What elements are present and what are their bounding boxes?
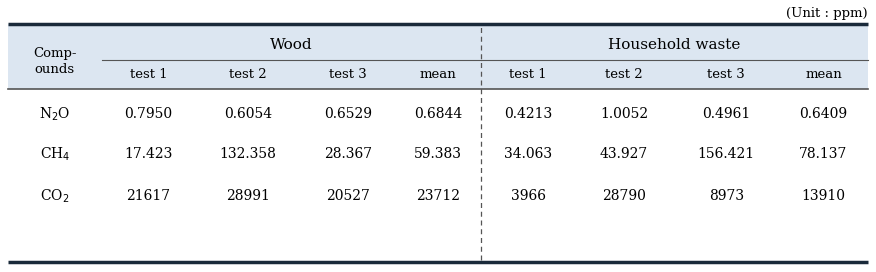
Text: test 3: test 3 bbox=[329, 67, 367, 81]
Text: 132.358: 132.358 bbox=[220, 147, 277, 161]
Text: test 1: test 1 bbox=[130, 67, 167, 81]
Text: 3966: 3966 bbox=[511, 189, 546, 203]
Text: 28991: 28991 bbox=[226, 189, 270, 203]
Text: 17.423: 17.423 bbox=[124, 147, 173, 161]
Text: 156.421: 156.421 bbox=[697, 147, 755, 161]
Text: 0.4213: 0.4213 bbox=[504, 107, 552, 121]
Text: CO$_2$: CO$_2$ bbox=[40, 187, 69, 205]
Text: mean: mean bbox=[420, 67, 456, 81]
Text: 34.063: 34.063 bbox=[504, 147, 552, 161]
Text: 0.6054: 0.6054 bbox=[224, 107, 272, 121]
Text: Comp-
ounds: Comp- ounds bbox=[33, 47, 76, 76]
Text: 28790: 28790 bbox=[602, 189, 646, 203]
Text: CH$_4$: CH$_4$ bbox=[39, 145, 70, 163]
Text: test 1: test 1 bbox=[509, 67, 547, 81]
Text: mean: mean bbox=[805, 67, 842, 81]
Text: N$_2$O: N$_2$O bbox=[39, 105, 71, 123]
Text: 78.137: 78.137 bbox=[800, 147, 848, 161]
Text: Household waste: Household waste bbox=[609, 38, 741, 52]
Text: 20527: 20527 bbox=[326, 189, 370, 203]
Text: test 3: test 3 bbox=[708, 67, 745, 81]
Text: Wood: Wood bbox=[270, 38, 313, 52]
Text: 23712: 23712 bbox=[416, 189, 460, 203]
Text: test 2: test 2 bbox=[605, 67, 643, 81]
Text: 0.6529: 0.6529 bbox=[324, 107, 372, 121]
Bar bbox=[8, 89, 868, 262]
Text: 59.383: 59.383 bbox=[414, 147, 462, 161]
Text: 43.927: 43.927 bbox=[600, 147, 648, 161]
Text: 1.0052: 1.0052 bbox=[600, 107, 648, 121]
Text: 0.7950: 0.7950 bbox=[124, 107, 173, 121]
Text: 8973: 8973 bbox=[709, 189, 744, 203]
Text: 21617: 21617 bbox=[126, 189, 171, 203]
Text: 28.367: 28.367 bbox=[324, 147, 372, 161]
Text: 0.6409: 0.6409 bbox=[800, 107, 848, 121]
Text: test 2: test 2 bbox=[230, 67, 267, 81]
Text: 13910: 13910 bbox=[802, 189, 845, 203]
Text: (Unit : ppm): (Unit : ppm) bbox=[787, 7, 868, 20]
Text: 0.6844: 0.6844 bbox=[413, 107, 463, 121]
Bar bbox=[8, 24, 868, 89]
Text: 0.4961: 0.4961 bbox=[703, 107, 751, 121]
